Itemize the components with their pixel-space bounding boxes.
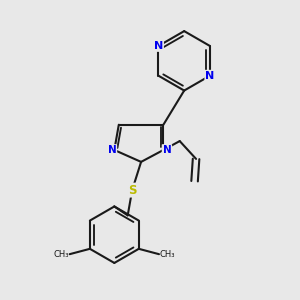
Text: CH₃: CH₃ bbox=[160, 250, 176, 259]
Text: S: S bbox=[128, 184, 136, 196]
Text: N: N bbox=[154, 41, 163, 51]
Text: N: N bbox=[205, 71, 214, 81]
Text: CH₃: CH₃ bbox=[53, 250, 69, 259]
Text: N: N bbox=[163, 145, 171, 155]
Text: N: N bbox=[108, 145, 116, 155]
